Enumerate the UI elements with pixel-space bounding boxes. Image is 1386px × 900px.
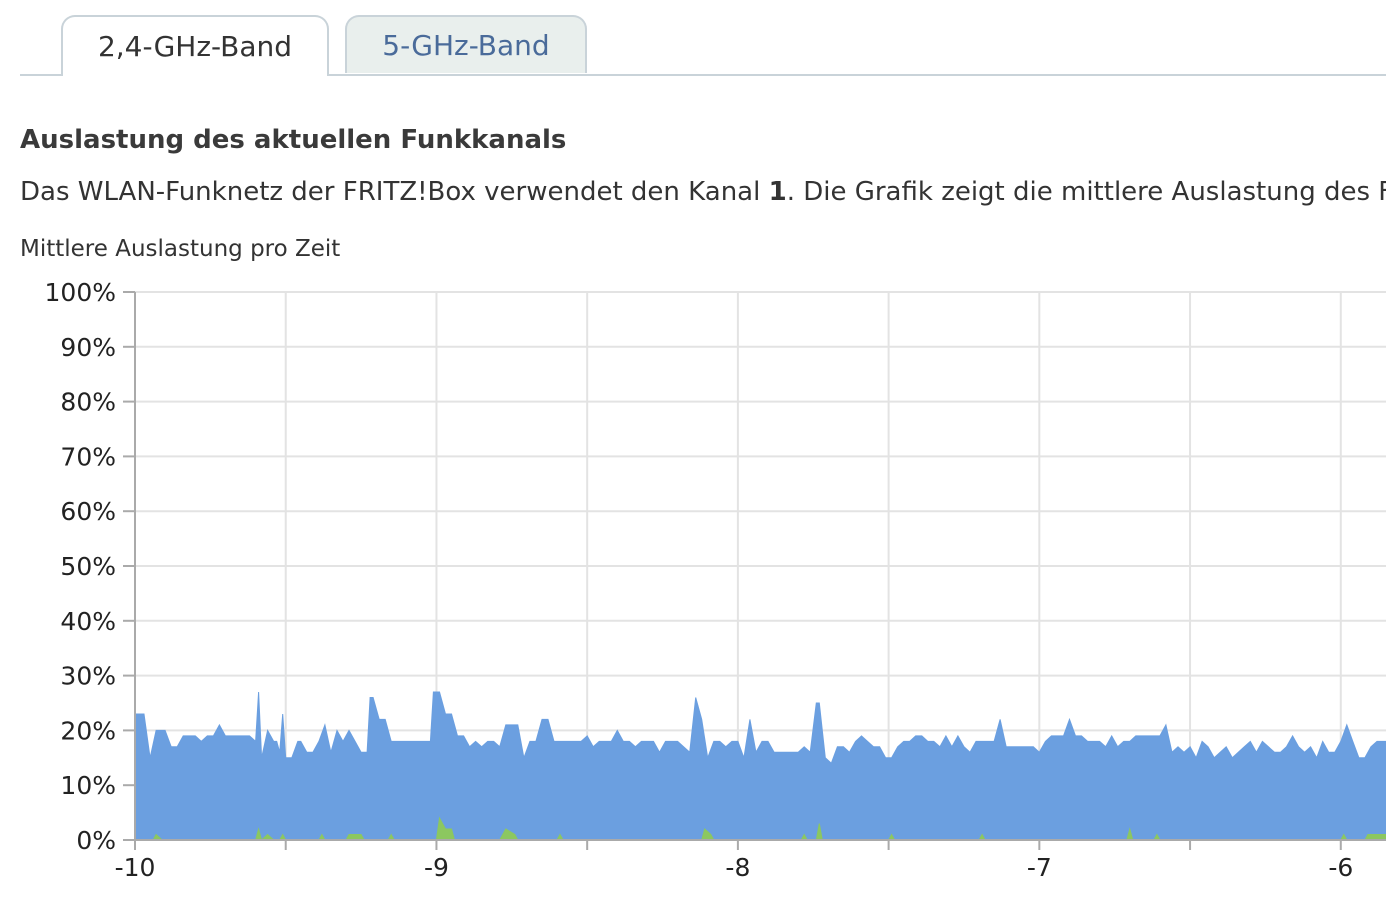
tab-2-4-ghz-band[interactable]: 2,4-GHz-Band [61, 15, 329, 76]
desc-suffix: . Die Grafik zeigt die mittlere Auslastu… [786, 177, 1386, 207]
series-area-0 [134, 691, 1386, 841]
x-axis-labels: -10 -9 -8 -7 -6 [115, 853, 1354, 882]
y-tick-label: 70% [60, 442, 116, 471]
x-tick-label: -9 [424, 853, 449, 882]
utilization-chart: 0%10%20%30%40%50%60%70%80%90%100% -10 -9-… [45, 278, 1386, 882]
chart-areas [134, 691, 1386, 841]
y-tick-label: 10% [60, 771, 116, 800]
y-tick-label: 20% [60, 716, 116, 745]
y-tick-label: 40% [60, 607, 116, 636]
x-tick-label: -8 [725, 853, 750, 882]
y-tick-label: 60% [60, 497, 116, 526]
x-tick-label: -7 [1027, 853, 1052, 882]
chart-axes [123, 291, 1386, 850]
channel-description: Das WLAN-Funknetz der FRITZ!Box verwende… [20, 177, 1386, 207]
y-axis-labels: 0% 10% 20% 30% 40% 50% 60% 70% 80% 90% 100% [45, 278, 116, 855]
desc-prefix: Das WLAN-Funknetz der FRITZ!Box verwende… [20, 177, 769, 207]
band-tabbar: 2,4-GHz-Band 5-GHz-Band [20, 0, 1386, 76]
y-tick-label: 100% [45, 278, 116, 307]
x-tick-label: -10 [115, 853, 156, 882]
x-tick-label: -6 [1328, 853, 1353, 882]
chart-title: Mittlere Auslastung pro Zeit [20, 236, 341, 262]
tab-5-ghz-band[interactable]: 5-GHz-Band [345, 15, 587, 73]
channel-number: 1 [768, 177, 787, 207]
section-title: Auslastung des aktuellen Funkkanals [20, 125, 567, 155]
y-tick-label: 80% [60, 388, 116, 417]
y-tick-label: 30% [60, 662, 116, 691]
y-tick-label: 0% [76, 826, 116, 855]
y-tick-label: 50% [60, 552, 116, 581]
y-tick-label: 90% [60, 333, 116, 362]
